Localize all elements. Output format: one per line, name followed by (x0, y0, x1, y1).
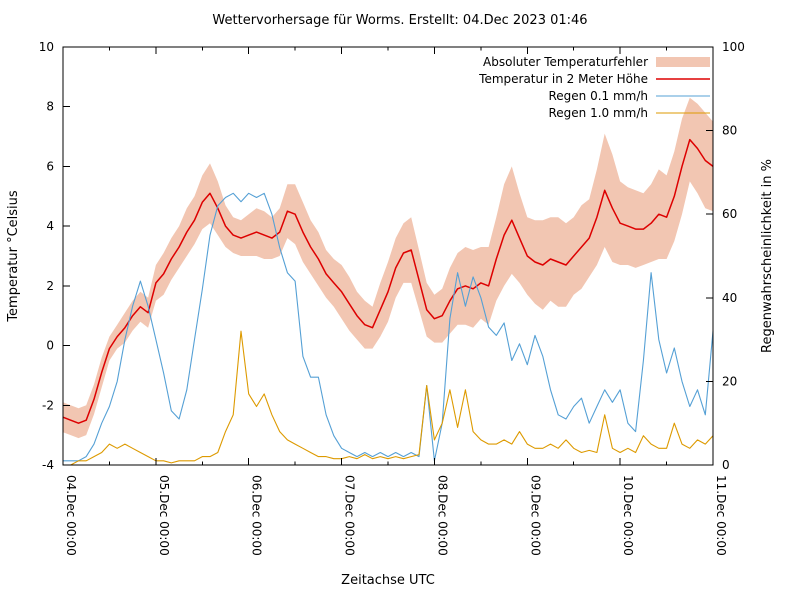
chart-title: Wettervorhersage für Worms. Erstellt: 04… (212, 13, 588, 28)
x-tick-label: 06.Dec 00:00 (250, 475, 264, 556)
y-tick-label-left: 10 (39, 40, 54, 54)
legend-label: Absoluter Temperaturfehler (483, 55, 648, 69)
y-tick-label-right: 40 (722, 291, 737, 305)
y-tick-label-left: -4 (42, 458, 54, 472)
rain10-line (63, 330, 714, 466)
error-band (63, 97, 713, 439)
x-tick-label: 10.Dec 00:00 (621, 475, 635, 556)
y-tick-label-right: 80 (722, 124, 737, 138)
legend-band-swatch (656, 57, 710, 67)
y-tick-label-left: 6 (46, 159, 54, 173)
x-axis-label: Zeitachse UTC (341, 573, 435, 588)
x-tick-label: 07.Dec 00:00 (343, 475, 357, 556)
y-tick-label-left: 8 (46, 100, 54, 114)
legend-label: Regen 0.1 mm/h (548, 89, 648, 103)
y-axis-label-right: Regenwahrscheinlichkeit in % (760, 159, 775, 353)
x-tick-label: 05.Dec 00:00 (157, 475, 171, 556)
x-tick-label: 08.Dec 00:00 (435, 475, 449, 556)
y-tick-label-left: 0 (46, 339, 54, 353)
x-tick-label: 09.Dec 00:00 (528, 475, 542, 556)
y-tick-label-right: 0 (722, 458, 730, 472)
legend-label: Regen 1.0 mm/h (548, 106, 648, 120)
x-tick-label: 11.Dec 00:00 (714, 475, 728, 556)
temperature-line (62, 138, 714, 424)
y-tick-label-left: -2 (42, 398, 54, 412)
y-tick-label-left: 4 (46, 219, 54, 233)
y-tick-label-right: 60 (722, 207, 737, 221)
y-tick-label-right: 20 (722, 374, 737, 388)
legend-label: Temperatur in 2 Meter Höhe (478, 72, 648, 86)
x-tick-label: 04.Dec 00:00 (64, 475, 78, 556)
y-tick-label-left: 2 (46, 279, 54, 293)
y-tick-label-right: 100 (722, 40, 745, 54)
rain01-line (63, 192, 714, 462)
y-axis-label-left: Temperatur °Celsius (6, 190, 21, 323)
